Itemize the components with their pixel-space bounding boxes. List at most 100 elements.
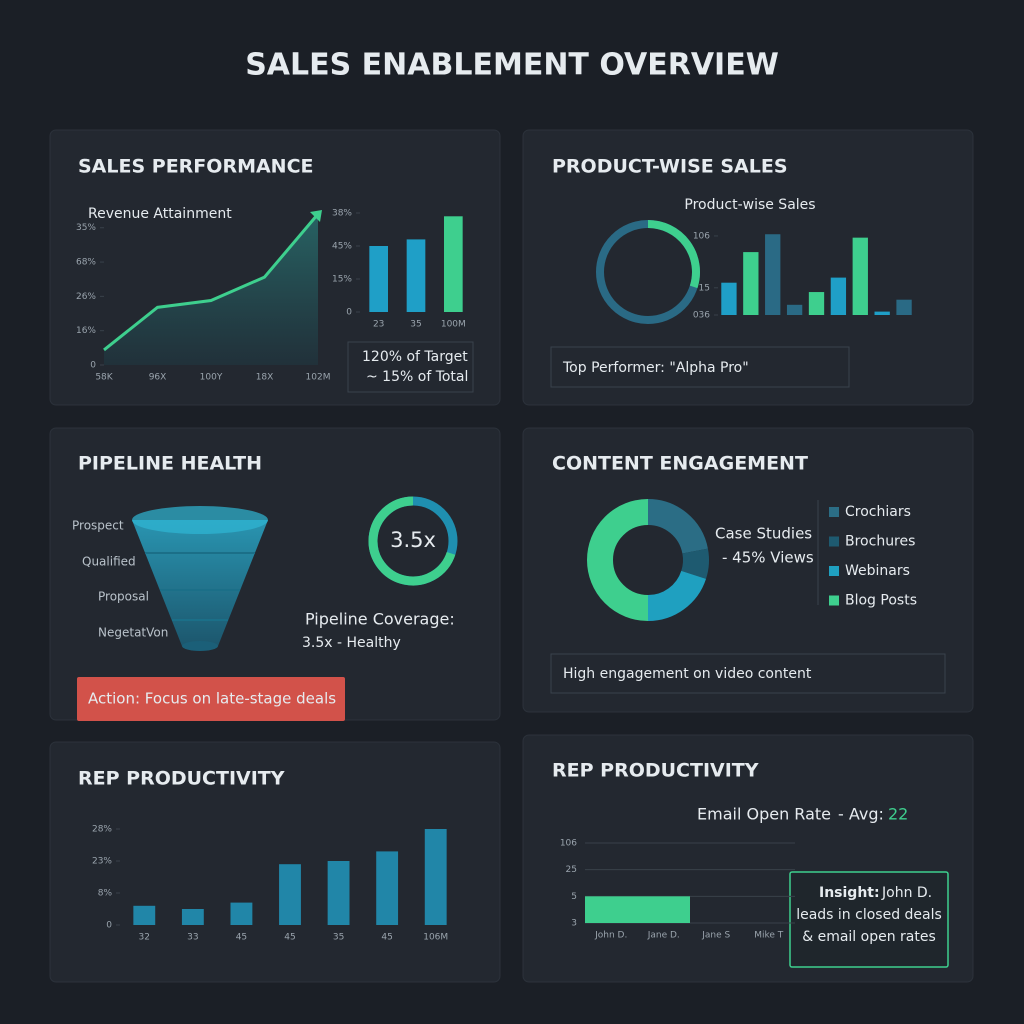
bar [743, 252, 759, 315]
panel-title: SALES PERFORMANCE [78, 156, 314, 178]
legend-swatch [829, 566, 839, 576]
x-tick-label: 100M [441, 320, 466, 330]
legend-label: Webinars [845, 563, 910, 579]
y-tick-label: 45% [332, 242, 352, 252]
donut-slice [647, 570, 707, 621]
y-tick-label: 25 [566, 865, 577, 875]
stage-label: Qualified [82, 555, 136, 569]
funnel [132, 506, 268, 651]
chart-title: Product-wise Sales [684, 197, 815, 213]
legend-swatch [829, 595, 839, 606]
insight-box [789, 871, 949, 968]
bar [637, 896, 690, 923]
x-tick-label: 35 [410, 320, 421, 330]
avg-value: 22 [888, 805, 908, 824]
donut-slice [647, 499, 708, 555]
y-tick-label: 106 [693, 231, 710, 241]
coverage-title: Pipeline Coverage: [305, 610, 455, 629]
area [104, 214, 318, 365]
donut-slice [681, 548, 709, 579]
x-tick-label: 18X [256, 373, 274, 383]
note: 120% of Target [362, 349, 468, 365]
line [103, 213, 320, 352]
x-tick-label: 96X [149, 373, 167, 383]
y-tick-label: 0 [346, 308, 352, 318]
y-tick-label: 28% [92, 825, 112, 835]
action-button[interactable] [77, 677, 345, 721]
action-text: Action: Focus on late-stage deals [88, 690, 336, 708]
y-tick-label: 15 [699, 283, 710, 293]
bar [585, 896, 638, 923]
y-tick-label: 0 [106, 921, 112, 931]
x-tick-label: Mike T [754, 931, 784, 941]
chart-title: Email Open Rate [697, 805, 831, 824]
y-tick-label: 38% [332, 209, 352, 219]
gauge-arc [368, 496, 456, 586]
legend-swatch [829, 507, 839, 517]
y-tick-label: 5 [571, 892, 577, 902]
panel-title: REP PRODUCTIVITY [78, 768, 285, 790]
bar [406, 239, 426, 312]
chart-title: Revenue Attainment [88, 206, 232, 222]
y-tick-label: 26% [76, 292, 96, 302]
stage-label: NegetatVon [98, 626, 168, 640]
stage-label: Proposal [98, 590, 149, 604]
bar [830, 277, 847, 315]
donut-slice [587, 499, 649, 621]
bar [327, 861, 350, 925]
y-tick-label: 106 [560, 839, 577, 849]
bar [279, 864, 301, 925]
bar [181, 909, 204, 925]
stage-label: Prospect [72, 519, 124, 533]
x-tick-label: Jane S [701, 931, 730, 941]
y-tick-label: 35% [76, 223, 96, 233]
bar [808, 292, 825, 315]
note: ~ 15% of Total [366, 369, 468, 385]
panel-title: PIPELINE HEALTH [78, 453, 262, 475]
panel-title: REP PRODUCTIVITY [552, 760, 759, 782]
y-tick-label: 16% [76, 326, 96, 336]
legend-label: Crochiars [845, 504, 911, 520]
x-tick-label: 100Y [200, 373, 223, 383]
callout: Case Studies [715, 525, 812, 543]
x-tick-label: 35 [333, 933, 344, 943]
page-title: SALES ENABLEMENT OVERVIEW [245, 48, 779, 83]
y-tick-label: 68% [76, 258, 96, 268]
gauge-arc [647, 220, 700, 289]
note: Top Performer: "Alpha Pro" [562, 360, 749, 376]
bar [786, 304, 803, 315]
insight-text: leads in closed deals [796, 907, 942, 923]
y-tick-label: 036 [693, 311, 710, 321]
legend-label: Brochures [845, 534, 915, 550]
x-tick-label: 58K [95, 373, 113, 383]
bar [721, 282, 737, 315]
note: High engagement on video content [563, 666, 812, 682]
x-tick-label: 33 [187, 933, 198, 943]
bar [369, 246, 388, 312]
bar [424, 829, 447, 925]
avg-label: - Avg: [838, 805, 884, 824]
panel-title: CONTENT ENGAGEMENT [552, 453, 808, 475]
x-tick-label: 23 [373, 320, 384, 330]
panel-title: PRODUCT-WISE SALES [552, 156, 788, 178]
legend-swatch [829, 536, 839, 547]
x-tick-label: 45 [284, 933, 295, 943]
arrow-head [310, 210, 322, 222]
y-tick-label: 0 [90, 361, 96, 371]
insight-text: & email open rates [802, 929, 936, 945]
bar [376, 851, 399, 925]
x-tick-label: 102M [306, 373, 331, 383]
y-tick-label: 15% [332, 275, 352, 285]
insight-text: John D. [881, 885, 932, 901]
x-tick-label: 45 [236, 933, 247, 943]
bar [444, 216, 463, 312]
ring-label: 3.5x [390, 528, 436, 552]
y-tick-label: 23% [92, 857, 112, 867]
coverage-text: 3.5x - Healthy [302, 635, 401, 651]
bar [230, 902, 253, 925]
x-tick-label: 32 [139, 933, 150, 943]
insight-label: Insight: [819, 885, 880, 901]
bar [133, 905, 156, 925]
x-tick-label: John D. [594, 931, 627, 941]
